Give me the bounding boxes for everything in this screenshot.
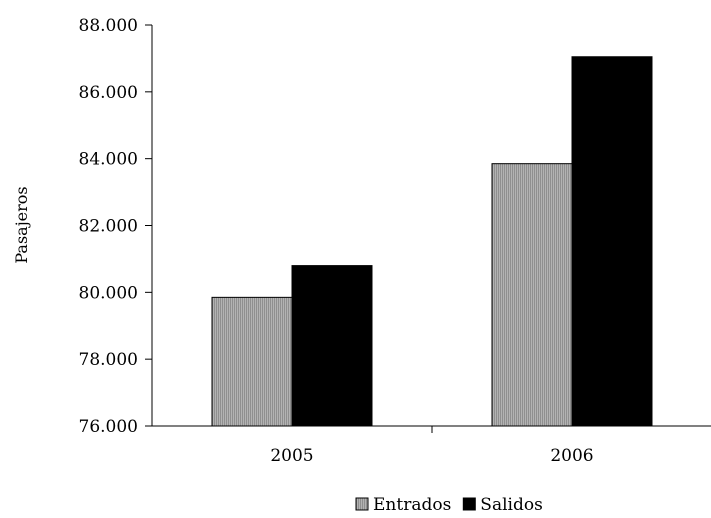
legend-swatch-salidos [462, 497, 476, 511]
axes-group: 2005 2006 76.000 78.000 80.000 82.000 84.000 86… [79, 16, 711, 466]
y-tick-label: 80.000 [79, 283, 138, 303]
x-tick-label-2006: 2006 [550, 446, 593, 466]
y-tick-label: 82.000 [79, 217, 138, 237]
y-tick-label: 88.000 [79, 16, 138, 36]
y-tick-label: 78.000 [79, 350, 138, 370]
y-axis-title: Pasajeros [12, 186, 31, 263]
y-tick-label: 86.000 [79, 83, 138, 103]
y-tick-label: 76.000 [79, 417, 138, 437]
legend: Entrados Salidos [355, 495, 543, 515]
y-tick-label: 84.000 [79, 150, 138, 170]
bar-salidos-2005 [291, 265, 373, 427]
bar-entrados-2006 [491, 163, 573, 427]
legend-label-entrados: Entrados [373, 495, 451, 515]
legend-label-salidos: Salidos [480, 495, 543, 515]
legend-swatch-entrados [355, 497, 369, 511]
bar-salidos-2006 [571, 56, 653, 427]
bars-group [211, 56, 653, 427]
bar-entrados-2005 [211, 296, 293, 427]
x-tick-label-2005: 2005 [270, 446, 313, 466]
